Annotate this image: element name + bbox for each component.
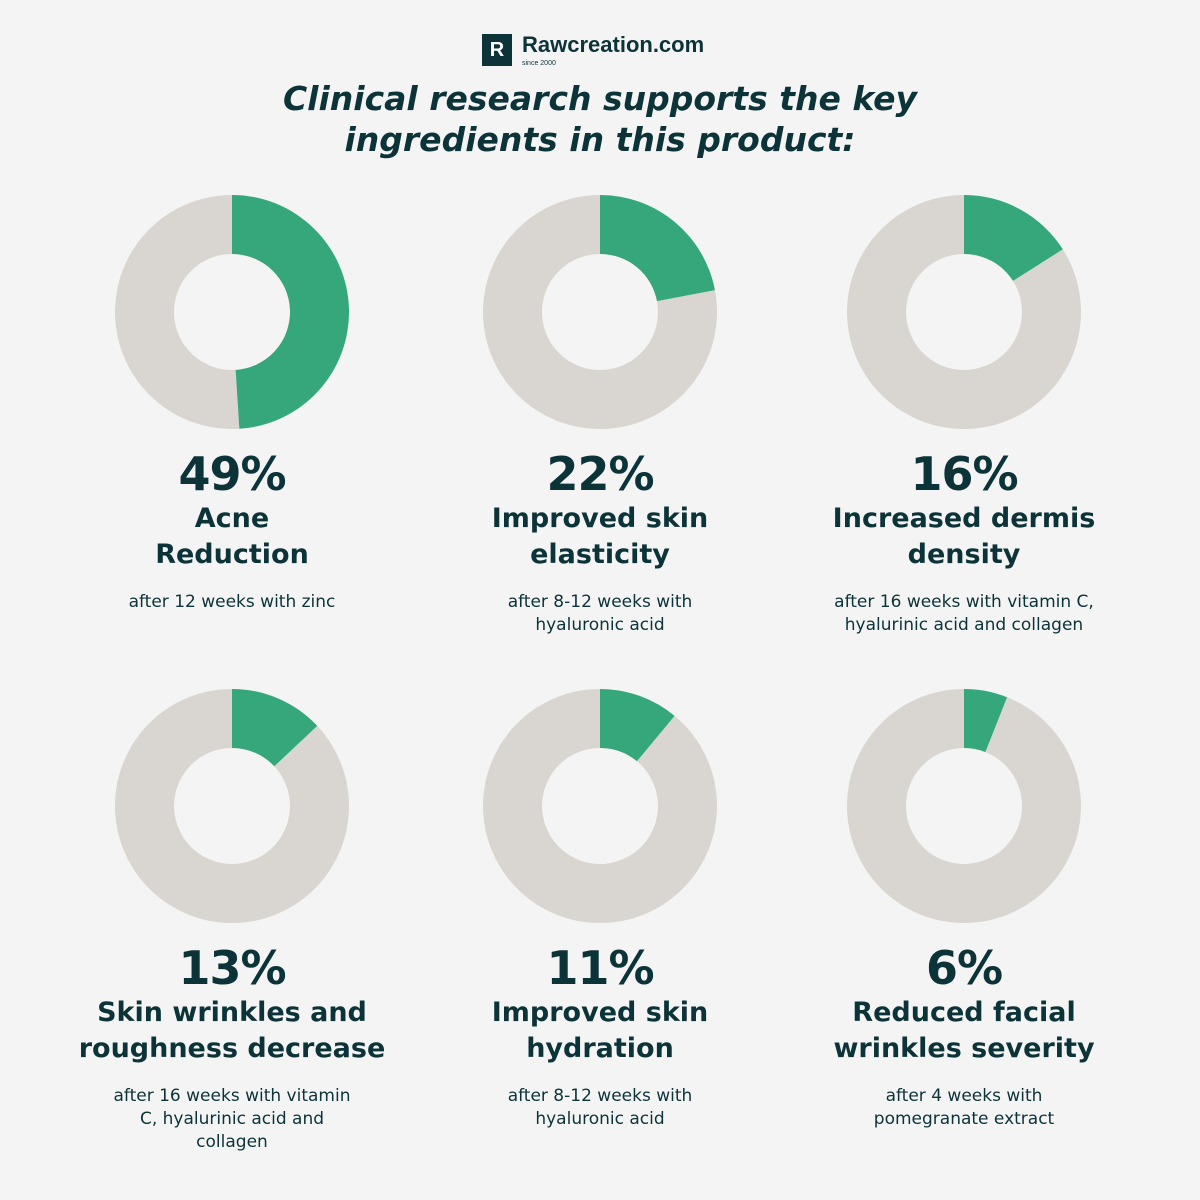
brand-name: Rawcreation.com [522,32,705,57]
stat-note: after 12 weeks with zinc [42,591,422,614]
stat-label-line: Improved skin [491,997,709,1028]
stat-card: 16% Increased dermis density after 16 weeks… [774,195,1154,637]
donut-value-slice [600,195,715,302]
logo-mark-icon: R [482,34,512,66]
stat-label-line: density [907,539,1021,570]
stat-note-line: hyaluronic acid [535,615,665,635]
stat-card: 11% Improved skin hydration after 8-12 week… [410,689,790,1131]
stat-note: after 8-12 weeks with hyaluronic acid [410,591,790,637]
percent-value: 22% [546,447,654,501]
stat-label: Reduced facial wrinkles severity [774,995,1154,1067]
stat-label-line: Reduction [155,539,309,570]
percent-value: 6% [925,941,1003,995]
stat-label-line: Increased dermis [832,503,1096,534]
stat-card: 13% Skin wrinkles and roughness decrease af… [42,689,422,1154]
donut-value-slice [964,689,1008,753]
stat-label: Increased dermis density [774,501,1154,573]
percent-value: 16% [910,447,1018,501]
stat-label-line: elasticity [530,539,670,570]
donut-remainder-slice [115,689,349,923]
stat-note-line: hyalurinic acid and collagen [844,615,1084,635]
donut-chart [483,195,717,429]
brand-logo: R Rawcreation.com since 2000 [482,34,704,74]
stat-note-line: after 8-12 weeks with [507,1086,693,1106]
stat-note-line: C, hyalurinic acid and [139,1109,325,1129]
donut-chart [115,689,349,923]
stat-label: Improved skin hydration [410,995,790,1067]
stat-note: after 16 weeks with vitamin C, hyalurinic… [42,1085,422,1154]
stat-label-line: wrinkles severity [833,1033,1095,1064]
stat-note: after 8-12 weeks with hyaluronic acid [410,1085,790,1131]
stat-note-line: hyaluronic acid [535,1109,665,1129]
page-title: Clinical research supports the key ingred… [0,78,1200,160]
headline-part2: in this product: [557,120,856,159]
donut-chart [847,689,1081,923]
stat-label: Improved skin elasticity [410,501,790,573]
donut-remainder-slice [847,195,1081,429]
headline-bold1: key [852,79,918,118]
donut-value-slice [232,195,349,429]
stat-card: 49% Acne Reduction after 12 weeks with zinc [42,195,422,614]
stat-note-line: after 16 weeks with vitamin C, [834,592,1094,612]
stat-label-line: Skin wrinkles and [97,997,367,1028]
stat-note: after 16 weeks with vitamin C, hyalurinic… [774,591,1154,637]
stat-label-line: hydration [526,1033,674,1064]
donut-remainder-slice [115,195,240,429]
donut-value-slice [232,689,318,767]
stat-label: Skin wrinkles and roughness decrease [42,995,422,1067]
stat-label: Acne Reduction [42,501,422,573]
donut-remainder-slice [483,689,717,923]
percent-value: 11% [546,941,654,995]
donut-value-slice [600,689,675,762]
stat-note-line: after 12 weeks with zinc [128,592,336,612]
stat-note-line: after 8-12 weeks with [507,592,693,612]
brand-since: since 2000 [522,60,556,67]
headline-bold2: ingredients [344,120,558,159]
donut-chart [483,689,717,923]
donut-chart [847,195,1081,429]
percent-value: 13% [178,941,286,995]
logo-text: Rawcreation.com since 2000 [522,32,705,68]
stat-note: after 4 weeks with pomegranate extract [774,1085,1154,1131]
headline-part1: Clinical research supports the [282,79,853,118]
stat-note-line: after 16 weeks with vitamin [113,1086,351,1106]
stat-label-line: Reduced facial [852,997,1076,1028]
stat-card: 22% Improved skin elasticity after 8-12 wee… [410,195,790,637]
stat-note-line: pomegranate extract [873,1109,1055,1129]
stat-label-line: roughness decrease [78,1033,386,1064]
stat-card: 6% Reduced facial wrinkles severity after 4… [774,689,1154,1131]
stat-label-line: Improved skin [491,503,709,534]
stat-note-line: after 4 weeks with [885,1086,1043,1106]
donut-chart [115,195,349,429]
donut-remainder-slice [483,195,717,429]
stat-note-line: collagen [196,1132,268,1152]
percent-value: 49% [178,447,286,501]
donut-remainder-slice [847,689,1081,923]
donut-value-slice [964,195,1063,281]
stat-label-line: Acne [194,503,270,534]
